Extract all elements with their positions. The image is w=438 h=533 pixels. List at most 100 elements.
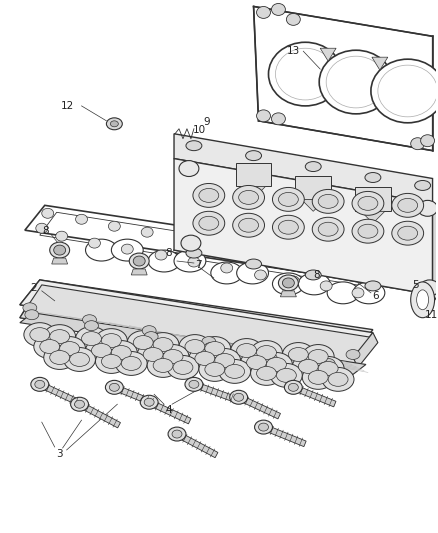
Ellipse shape: [358, 224, 378, 238]
Polygon shape: [361, 211, 385, 223]
Ellipse shape: [189, 381, 199, 389]
Ellipse shape: [76, 327, 107, 351]
Ellipse shape: [106, 381, 124, 394]
Ellipse shape: [175, 233, 187, 243]
Ellipse shape: [208, 239, 220, 249]
Polygon shape: [176, 431, 218, 458]
Polygon shape: [355, 188, 391, 211]
Text: 2: 2: [31, 283, 37, 293]
Ellipse shape: [115, 352, 147, 375]
Text: 12: 12: [61, 101, 74, 111]
Ellipse shape: [292, 354, 324, 378]
Ellipse shape: [312, 217, 344, 241]
Ellipse shape: [155, 250, 167, 260]
Ellipse shape: [76, 214, 88, 224]
Ellipse shape: [209, 349, 240, 373]
Ellipse shape: [215, 353, 235, 367]
Ellipse shape: [56, 231, 67, 241]
Ellipse shape: [40, 340, 60, 353]
Ellipse shape: [144, 398, 154, 406]
Text: 4: 4: [166, 405, 173, 415]
Ellipse shape: [320, 281, 332, 291]
Ellipse shape: [266, 358, 286, 372]
Ellipse shape: [193, 183, 225, 207]
Ellipse shape: [305, 270, 321, 280]
Ellipse shape: [82, 314, 96, 325]
Ellipse shape: [327, 282, 359, 304]
Polygon shape: [174, 134, 433, 204]
Text: 8: 8: [166, 248, 173, 258]
Ellipse shape: [346, 350, 360, 359]
Ellipse shape: [133, 256, 145, 266]
Ellipse shape: [286, 13, 300, 26]
Ellipse shape: [44, 345, 76, 369]
Ellipse shape: [322, 367, 354, 391]
Polygon shape: [113, 384, 157, 407]
Text: 13: 13: [287, 46, 300, 56]
Polygon shape: [320, 48, 336, 61]
Ellipse shape: [168, 427, 186, 441]
Ellipse shape: [365, 281, 381, 291]
Ellipse shape: [50, 351, 70, 365]
Ellipse shape: [202, 337, 216, 346]
Text: 11: 11: [425, 310, 438, 320]
Ellipse shape: [163, 350, 183, 364]
Polygon shape: [254, 6, 433, 151]
Ellipse shape: [239, 219, 258, 232]
Polygon shape: [242, 187, 265, 198]
Text: 8: 8: [42, 226, 49, 236]
Text: 8: 8: [313, 270, 320, 280]
Ellipse shape: [185, 377, 203, 391]
Ellipse shape: [92, 344, 111, 358]
Ellipse shape: [307, 258, 319, 268]
Ellipse shape: [288, 348, 308, 361]
Ellipse shape: [44, 325, 76, 349]
Ellipse shape: [121, 244, 133, 254]
Ellipse shape: [261, 348, 276, 358]
Ellipse shape: [272, 215, 304, 239]
Polygon shape: [262, 424, 306, 447]
Ellipse shape: [95, 350, 127, 374]
Ellipse shape: [106, 118, 122, 130]
Ellipse shape: [279, 192, 298, 206]
Ellipse shape: [153, 359, 173, 373]
Ellipse shape: [111, 239, 143, 261]
Ellipse shape: [319, 50, 393, 114]
Ellipse shape: [247, 356, 266, 369]
Ellipse shape: [398, 226, 418, 240]
Polygon shape: [236, 163, 272, 187]
Ellipse shape: [195, 352, 215, 366]
Ellipse shape: [188, 257, 200, 267]
Ellipse shape: [302, 344, 334, 368]
Ellipse shape: [102, 334, 121, 348]
Ellipse shape: [353, 282, 385, 304]
Ellipse shape: [231, 338, 262, 362]
Ellipse shape: [24, 322, 56, 346]
Ellipse shape: [23, 303, 37, 313]
Text: 3: 3: [57, 449, 63, 459]
Ellipse shape: [378, 65, 438, 117]
Polygon shape: [39, 382, 81, 406]
Ellipse shape: [143, 348, 163, 361]
Polygon shape: [237, 394, 280, 419]
Ellipse shape: [85, 321, 99, 330]
Ellipse shape: [287, 276, 299, 286]
Ellipse shape: [352, 288, 364, 298]
Ellipse shape: [147, 353, 179, 377]
Ellipse shape: [272, 4, 286, 15]
Ellipse shape: [276, 368, 297, 382]
Ellipse shape: [415, 289, 431, 299]
Ellipse shape: [254, 270, 266, 280]
Ellipse shape: [230, 390, 247, 404]
Ellipse shape: [373, 271, 385, 281]
Ellipse shape: [147, 333, 179, 357]
Ellipse shape: [246, 151, 261, 160]
Ellipse shape: [272, 273, 304, 295]
Ellipse shape: [328, 373, 348, 386]
Text: 9: 9: [204, 117, 210, 127]
Ellipse shape: [111, 345, 131, 359]
Ellipse shape: [102, 354, 121, 368]
Ellipse shape: [385, 278, 397, 288]
Ellipse shape: [392, 193, 424, 217]
Ellipse shape: [199, 189, 219, 203]
